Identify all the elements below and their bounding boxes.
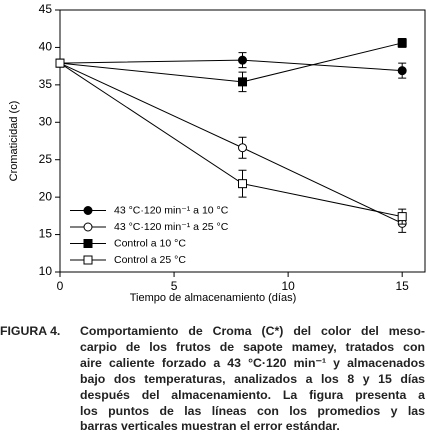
caption-line: Comportamiento de Croma (C*) del color d… <box>80 324 425 338</box>
x-tick-label: 0 <box>57 279 64 293</box>
caption-line: los puntos de las líneas con los promedi… <box>80 403 425 418</box>
legend-marker <box>83 222 93 232</box>
x-tick-label: 10 <box>281 279 295 293</box>
y-tick-label: 10 <box>39 264 53 278</box>
y-tick-label: 15 <box>39 227 53 241</box>
legend-marker <box>83 255 93 265</box>
legend-label: Control a 10 °C <box>114 237 186 249</box>
plot-frame <box>59 9 426 273</box>
marker <box>238 55 247 65</box>
y-tick-label: 45 <box>39 2 53 16</box>
caption-line: aire caliente forzado a 43 °C·120 min⁻¹ … <box>80 355 425 370</box>
marker <box>55 58 65 68</box>
legend-label: 43 °C·120 min⁻¹ a 10 °C <box>114 204 229 216</box>
legend-label: 43 °C·120 min⁻¹ a 25 °C <box>114 221 229 233</box>
legend-label: Control a 25 °C <box>114 254 186 266</box>
x-tick-label: 5 <box>171 279 178 293</box>
y-axis-label: Cromaticidad (c) <box>8 101 20 182</box>
y-tick-label: 30 <box>39 114 53 128</box>
caption-label: FIGURA 4. <box>0 324 61 338</box>
caption-line: después del almacenamiento. La figura pr… <box>80 387 425 402</box>
y-tick-label: 25 <box>39 152 53 166</box>
marker <box>397 38 407 48</box>
legend-marker <box>83 239 93 248</box>
marker <box>397 212 407 222</box>
y-tick-label: 20 <box>39 189 53 203</box>
caption-line: bajo dos temperaturas, analizados a los … <box>80 371 425 386</box>
marker <box>238 179 247 189</box>
y-tick-label: 35 <box>39 77 53 91</box>
series-line <box>59 62 403 218</box>
x-tick-label: 15 <box>396 279 410 293</box>
chart: Tiempo de almacenamiento (días) Cromatic… <box>8 2 426 304</box>
x-axis-label: Tiempo de almacenamiento (días) <box>130 292 297 304</box>
marker <box>238 143 247 153</box>
series-line <box>59 59 403 72</box>
caption-line: carpio de los frutos de sapote mamey, tr… <box>80 339 425 354</box>
series-line <box>59 62 403 224</box>
marker <box>397 66 407 76</box>
y-tick-label: 40 <box>39 40 53 54</box>
caption-line: barras verticales muestran el error está… <box>80 419 340 434</box>
marker <box>238 77 247 87</box>
caption-text: Comportamiento de Croma (C*) del color d… <box>80 324 425 435</box>
legend-marker <box>83 206 93 215</box>
